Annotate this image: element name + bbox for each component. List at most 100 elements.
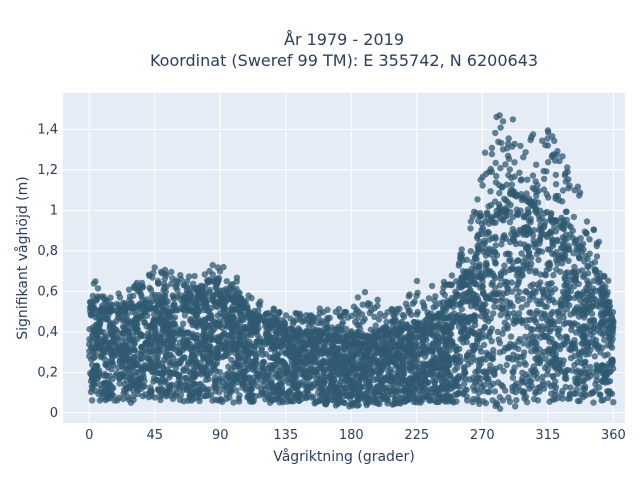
scatter-point bbox=[562, 333, 569, 340]
scatter-point bbox=[180, 367, 187, 375]
scatter-point bbox=[419, 332, 426, 339]
scatter-point bbox=[286, 352, 293, 359]
scatter-point bbox=[509, 259, 517, 266]
scatter-point bbox=[499, 397, 507, 404]
scatter-point bbox=[364, 389, 372, 397]
scatter-point bbox=[231, 321, 238, 329]
scatter-point bbox=[264, 371, 271, 379]
scatter-point bbox=[413, 277, 421, 285]
scatter-point bbox=[353, 349, 360, 357]
scatter-point bbox=[535, 353, 542, 361]
scatter-point bbox=[408, 334, 416, 341]
scatter-point bbox=[491, 371, 498, 378]
scatter-point bbox=[94, 285, 102, 292]
scatter-point bbox=[595, 342, 602, 349]
scatter-point bbox=[552, 181, 560, 188]
scatter-point bbox=[421, 361, 428, 369]
scatter-point bbox=[139, 332, 147, 340]
scatter-point bbox=[467, 218, 475, 225]
scatter-point bbox=[159, 363, 167, 370]
scatter-point bbox=[366, 378, 373, 386]
scatter-point bbox=[524, 224, 531, 231]
scatter-points bbox=[86, 112, 617, 412]
scatter-point bbox=[169, 302, 177, 309]
scatter-point bbox=[141, 361, 148, 369]
scatter-point bbox=[494, 290, 501, 298]
scatter-point bbox=[371, 313, 378, 320]
scatter-point bbox=[377, 368, 385, 375]
scatter-point bbox=[413, 363, 420, 371]
scatter-point bbox=[308, 384, 315, 391]
scatter-point bbox=[571, 361, 578, 369]
scatter-point bbox=[580, 377, 587, 385]
scatter-point bbox=[474, 232, 481, 240]
scatter-point bbox=[270, 306, 278, 314]
scatter-point bbox=[225, 332, 232, 339]
scatter-point bbox=[470, 342, 477, 349]
scatter-point bbox=[137, 375, 144, 382]
scatter-point bbox=[349, 400, 356, 408]
scatter-point bbox=[492, 179, 500, 186]
scatter-point bbox=[328, 377, 335, 385]
scatter-point bbox=[362, 370, 369, 377]
scatter-point bbox=[471, 378, 478, 385]
scatter-point bbox=[484, 209, 491, 216]
scatter-point bbox=[257, 298, 264, 305]
scatter-point bbox=[529, 232, 537, 239]
scatter-point bbox=[517, 207, 524, 214]
scatter-point bbox=[209, 261, 216, 269]
scatter-point bbox=[539, 378, 547, 386]
scatter-point bbox=[483, 295, 490, 302]
scatter-point bbox=[240, 368, 247, 376]
scatter-point bbox=[224, 381, 232, 388]
scatter-point bbox=[588, 260, 595, 268]
scatter-point bbox=[196, 364, 203, 371]
scatter-point bbox=[247, 386, 255, 393]
scatter-point bbox=[517, 177, 525, 184]
scatter-point bbox=[256, 335, 264, 342]
scatter-point bbox=[405, 293, 412, 300]
scatter-point bbox=[355, 401, 362, 409]
scatter-point bbox=[414, 289, 421, 296]
scatter-point bbox=[94, 321, 101, 328]
scatter-point bbox=[494, 328, 501, 336]
scatter-point bbox=[570, 213, 578, 221]
scatter-point bbox=[115, 290, 122, 297]
scatter-point bbox=[252, 393, 259, 400]
scatter-point bbox=[487, 382, 494, 390]
scatter-point bbox=[481, 324, 488, 331]
scatter-point bbox=[334, 346, 341, 353]
scatter-point bbox=[511, 159, 518, 166]
scatter-point bbox=[254, 350, 262, 357]
scatter-point bbox=[233, 387, 240, 394]
scatter-point bbox=[200, 316, 208, 323]
scatter-point bbox=[122, 356, 130, 364]
scatter-point bbox=[535, 323, 542, 331]
scatter-point bbox=[292, 394, 299, 401]
scatter-point bbox=[486, 366, 493, 373]
scatter-point bbox=[529, 172, 537, 179]
scatter-point bbox=[289, 325, 296, 333]
scatter-point bbox=[575, 313, 583, 320]
scatter-point bbox=[170, 295, 178, 302]
scatter-point bbox=[181, 375, 188, 382]
scatter-point bbox=[487, 188, 494, 195]
scatter-point bbox=[587, 327, 594, 334]
scatter-point bbox=[190, 380, 197, 388]
scatter-point bbox=[513, 397, 520, 404]
scatter-point bbox=[401, 353, 408, 360]
scatter-point bbox=[304, 375, 312, 383]
scatter-point bbox=[571, 277, 579, 284]
scatter-point bbox=[491, 255, 498, 262]
scatter-point bbox=[305, 357, 312, 365]
scatter-point bbox=[463, 338, 470, 346]
scatter-point bbox=[483, 261, 490, 268]
scatter-point bbox=[552, 171, 559, 179]
scatter-point bbox=[532, 269, 539, 277]
scatter-point bbox=[525, 336, 532, 343]
scatter-point bbox=[499, 305, 506, 312]
scatter-point bbox=[490, 310, 497, 317]
scatter-point bbox=[188, 351, 196, 359]
scatter-point bbox=[423, 349, 430, 357]
scatter-point bbox=[451, 366, 458, 374]
